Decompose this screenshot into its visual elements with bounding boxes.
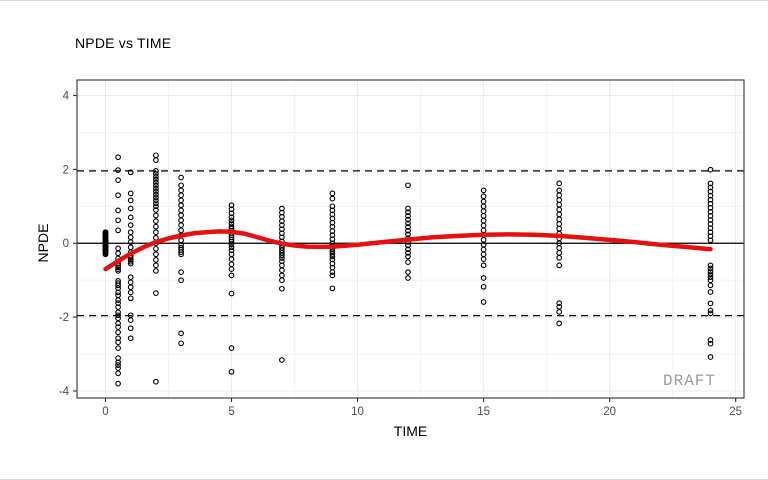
y-tick-label: 0 bbox=[63, 238, 69, 250]
y-axis-ticks: -4 -2 0 2 4 bbox=[59, 91, 77, 398]
draft-watermark: DRAFT bbox=[663, 372, 717, 390]
x-axis-ticks: 0 5 10 15 20 25 bbox=[102, 398, 742, 418]
x-tick-label: 10 bbox=[351, 406, 364, 418]
y-axis-label: NPDE bbox=[35, 223, 51, 263]
x-tick-label: 25 bbox=[729, 406, 742, 418]
x-tick-label: 5 bbox=[228, 406, 234, 418]
panel-border bbox=[76, 79, 745, 399]
loess-curve bbox=[103, 229, 713, 272]
y-tick-label: -2 bbox=[59, 312, 69, 324]
plot-title: NPDE vs TIME bbox=[75, 35, 172, 51]
x-tick-label: 20 bbox=[603, 406, 616, 418]
scatter-points bbox=[102, 152, 714, 387]
y-tick-label: 2 bbox=[63, 164, 69, 176]
x-tick-label: 0 bbox=[102, 406, 108, 418]
x-axis-label: TIME bbox=[393, 423, 428, 439]
y-tick-label: 4 bbox=[63, 91, 70, 103]
x-tick-label: 15 bbox=[477, 406, 490, 418]
y-tick-label: -4 bbox=[59, 386, 70, 398]
